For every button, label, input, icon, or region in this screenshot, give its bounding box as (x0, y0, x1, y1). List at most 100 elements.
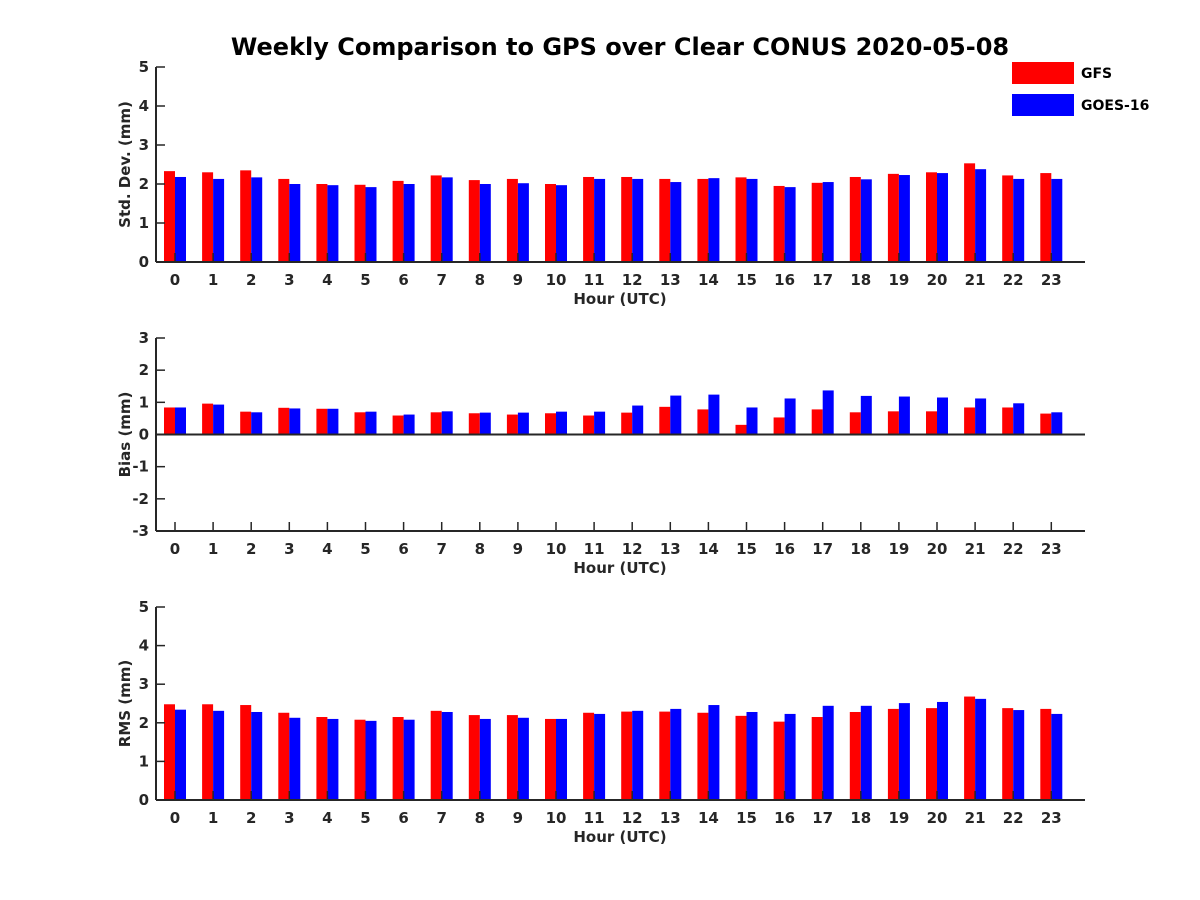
bar (430, 412, 442, 435)
bar (289, 717, 301, 800)
x-tick-label: 15 (736, 540, 757, 558)
x-axis-label: Hour (UTC) (573, 290, 666, 308)
bar (746, 407, 758, 435)
bar (860, 179, 872, 262)
bar (278, 712, 290, 800)
bar (175, 709, 186, 800)
bar (926, 708, 937, 800)
y-tick-label: 1 (139, 393, 149, 411)
bar (479, 184, 491, 262)
bar (392, 717, 404, 800)
bar (887, 173, 899, 262)
bar (708, 178, 720, 262)
y-tick-label: 2 (139, 714, 149, 732)
x-tick-label: 21 (965, 271, 986, 289)
bar (1051, 178, 1063, 262)
x-tick-label: 8 (475, 540, 485, 558)
x-tick-label: 22 (1003, 540, 1024, 558)
bar (164, 407, 175, 435)
bar (583, 415, 595, 435)
bar (926, 411, 937, 435)
bar (975, 169, 987, 262)
bar (213, 178, 225, 262)
x-tick-label: 11 (584, 540, 605, 558)
bar (811, 182, 823, 262)
bar (517, 412, 529, 435)
bar (556, 718, 567, 800)
bar (251, 412, 263, 435)
y-tick-label: -2 (132, 490, 149, 508)
bar (697, 409, 709, 435)
bar (632, 178, 644, 262)
bar (697, 178, 709, 262)
bar (545, 718, 556, 800)
x-tick-label: 4 (322, 809, 332, 827)
bar (240, 411, 252, 435)
x-tick-label: 17 (812, 809, 833, 827)
y-axis-label: Bias (mm) (116, 392, 134, 478)
x-tick-label: 20 (927, 809, 948, 827)
x-tick-label: 3 (284, 809, 294, 827)
x-tick-label: 17 (812, 540, 833, 558)
x-tick-label: 23 (1041, 540, 1062, 558)
bar (860, 395, 872, 435)
x-tick-label: 15 (736, 271, 757, 289)
bar (556, 185, 567, 262)
x-tick-label: 23 (1041, 271, 1062, 289)
bar (860, 705, 872, 800)
x-tick-label: 19 (888, 809, 909, 827)
bar (964, 696, 976, 800)
bar (213, 404, 225, 435)
bar (403, 719, 415, 800)
bar (594, 178, 606, 262)
bar (365, 720, 377, 800)
bar (583, 176, 595, 262)
bar (621, 711, 633, 800)
bar (441, 711, 453, 800)
bar (746, 711, 758, 800)
bar (1040, 173, 1052, 262)
bar (316, 184, 328, 262)
bar (251, 177, 263, 262)
bar (822, 390, 834, 435)
bar (175, 407, 186, 435)
bar (164, 704, 175, 800)
x-tick-label: 6 (398, 809, 408, 827)
x-tick-label: 10 (546, 809, 567, 827)
bar (506, 178, 518, 262)
bar (354, 184, 366, 262)
x-tick-label: 9 (513, 540, 523, 558)
bar (289, 184, 301, 262)
x-tick-label: 5 (360, 271, 370, 289)
x-tick-label: 16 (774, 809, 795, 827)
bar (735, 424, 747, 435)
y-tick-label: -3 (132, 522, 149, 540)
bar (327, 185, 339, 262)
bar (898, 175, 910, 262)
bar (632, 405, 644, 435)
bar (392, 415, 404, 435)
x-tick-label: 14 (698, 271, 719, 289)
x-tick-label: 11 (584, 809, 605, 827)
bar (441, 411, 453, 435)
bar (784, 713, 796, 800)
y-tick-label: 2 (139, 175, 149, 193)
bar (849, 412, 861, 435)
y-tick-label: 5 (139, 598, 149, 616)
bar (365, 411, 377, 435)
y-tick-label: 5 (139, 58, 149, 76)
x-tick-label: 12 (622, 809, 643, 827)
bar (316, 717, 328, 800)
y-axis-label: RMS (mm) (116, 660, 134, 747)
bar (1013, 710, 1025, 800)
x-tick-label: 7 (436, 271, 446, 289)
x-tick-label: 16 (774, 271, 795, 289)
bar (1051, 713, 1063, 800)
bar (811, 409, 823, 435)
legend-swatch (1012, 62, 1074, 84)
bar (164, 171, 175, 262)
bar (594, 411, 606, 435)
x-tick-label: 4 (322, 271, 332, 289)
bar (849, 176, 861, 262)
